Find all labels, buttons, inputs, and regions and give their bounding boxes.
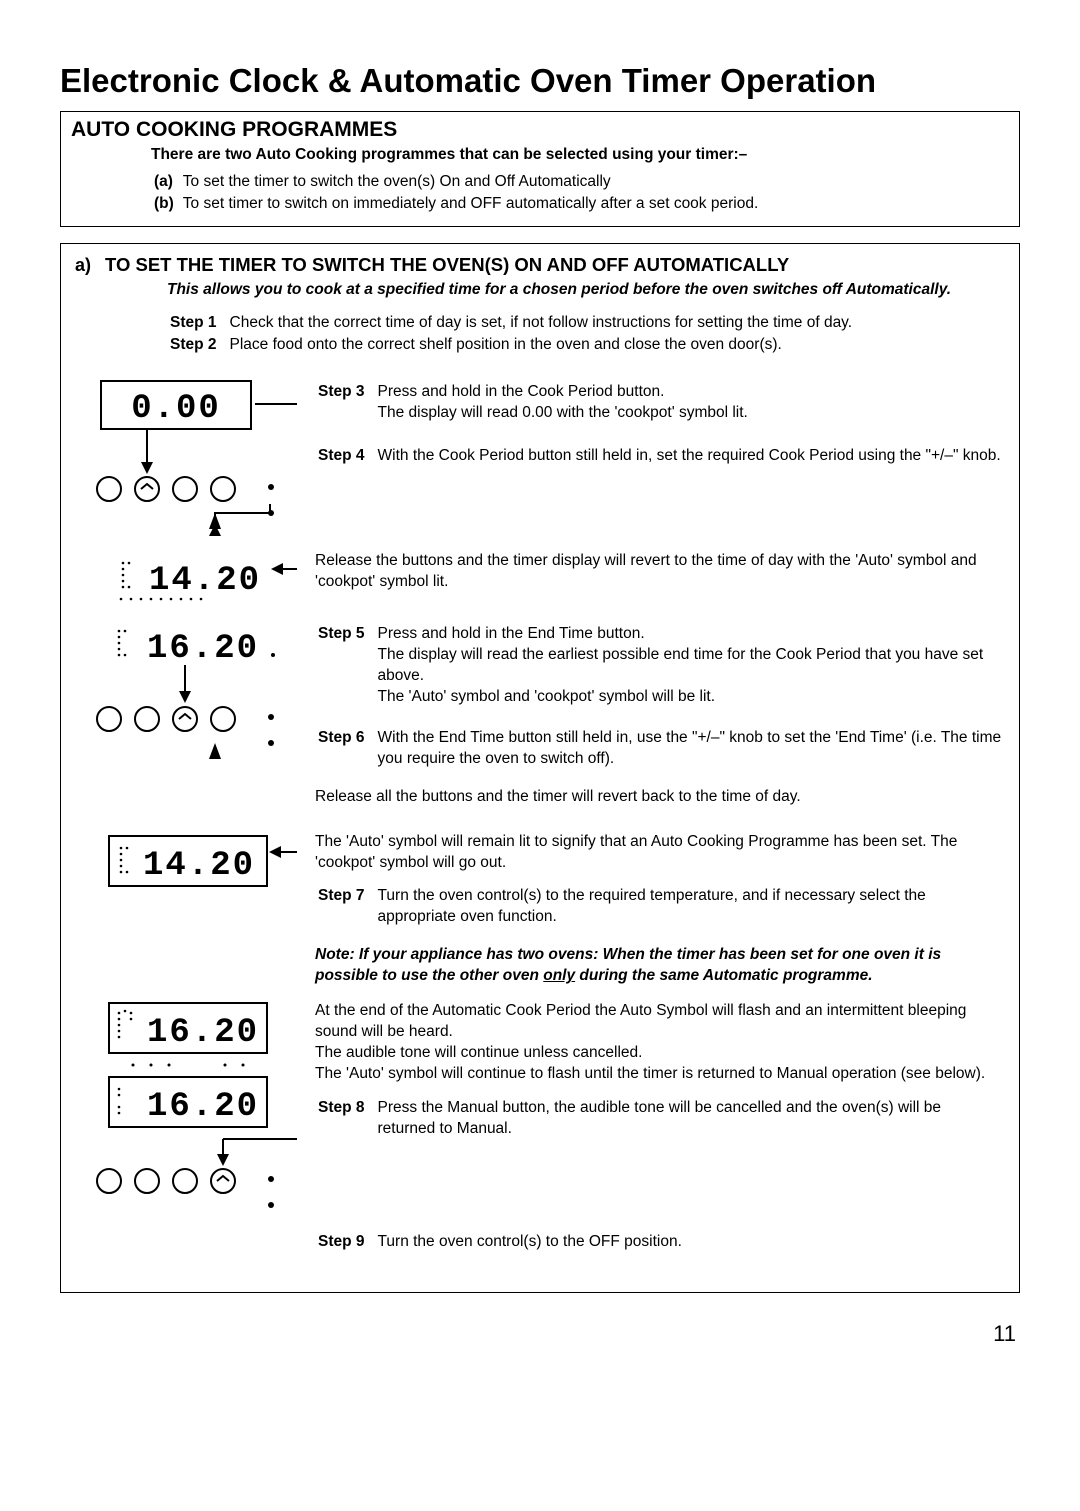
steps-1-2: Step 1 Check that the correct time of da… <box>167 311 855 357</box>
step4-label: Step 4 <box>317 445 375 468</box>
section-a-box: a) TO SET THE TIMER TO SWITCH THE OVEN(S… <box>60 243 1020 1293</box>
note-suffix: during the same Automatic programme. <box>575 967 872 984</box>
step5-label: Step 5 <box>317 623 375 709</box>
step7-text: Turn the oven control(s) to the required… <box>377 885 1003 929</box>
step9-text: Turn the oven control(s) to the OFF posi… <box>377 1231 683 1254</box>
step3-label: Step 3 <box>317 381 375 425</box>
end-paragraph: At the end of the Automatic Cook Period … <box>315 1001 1005 1085</box>
ab-b-text: To set timer to switch on immediately an… <box>182 194 759 214</box>
step1-text: Check that the correct time of day is se… <box>229 313 854 333</box>
lcd-000: 0.00 <box>131 390 221 428</box>
fig-display-000-buttons: 0.00 <box>75 379 315 537</box>
section-a-ital-intro: This allows you to cook at a specified t… <box>167 280 1005 301</box>
two-ovens-note: Note: If your appliance has two ovens: W… <box>315 945 1005 987</box>
ab-a-label: (a) <box>153 172 180 192</box>
step7-label: Step 7 <box>317 885 375 929</box>
step1-label: Step 1 <box>169 313 227 333</box>
step9-label: Step 9 <box>317 1231 375 1254</box>
lcd-1420: 14.20 <box>149 562 261 600</box>
step5-text: Press and hold in the End Time button. T… <box>377 623 1003 709</box>
lcd-1620: 16.20 <box>147 630 259 668</box>
auto-cooking-box: AUTO COOKING PROGRAMMES There are two Au… <box>60 111 1020 227</box>
fig-display-1420-a: 14.20 <box>75 551 315 607</box>
ab-b-label: (b) <box>153 194 180 214</box>
step4-text: With the Cook Period button still held i… <box>377 445 1002 468</box>
step8-label: Step 8 <box>317 1097 375 1141</box>
fig-display-1620-buttons: 16.20 <box>75 621 315 817</box>
lcd-1420b: 14.20 <box>143 847 255 885</box>
step2-text: Place food onto the correct shelf positi… <box>229 335 854 355</box>
page-number: 11 <box>60 1321 1020 1347</box>
step6-label: Step 6 <box>317 727 375 771</box>
fig-display-1420-b: 14.20 <box>75 832 315 932</box>
release-2: Release all the buttons and the timer wi… <box>315 787 1005 808</box>
step6-text: With the End Time button still held in, … <box>377 727 1003 771</box>
lcd-1620c: 16.20 <box>147 1088 259 1126</box>
auto-symbol-line: The 'Auto' symbol will remain lit to sig… <box>315 832 1005 874</box>
note-only: only <box>543 967 575 984</box>
section-a-label: a) <box>75 255 105 276</box>
auto-cooking-ab-list: (a) To set the timer to switch the oven(… <box>151 170 761 216</box>
step3-text: Press and hold in the Cook Period button… <box>377 381 749 425</box>
lcd-1620b: 16.20 <box>147 1014 259 1052</box>
fig-display-1620-end: 16.20 16.20 <box>75 1001 315 1211</box>
release-1: Release the buttons and the timer displa… <box>315 551 1005 607</box>
page-title: Electronic Clock & Automatic Oven Timer … <box>60 60 1020 101</box>
step2-label: Step 2 <box>169 335 227 355</box>
auto-cooking-intro: There are two Auto Cooking programmes th… <box>151 146 1009 164</box>
ab-a-text: To set the timer to switch the oven(s) O… <box>182 172 759 192</box>
auto-cooking-heading: AUTO COOKING PROGRAMMES <box>71 118 1009 142</box>
step8-text: Press the Manual button, the audible ton… <box>377 1097 1003 1141</box>
section-a-title: TO SET THE TIMER TO SWITCH THE OVEN(S) O… <box>105 254 789 276</box>
